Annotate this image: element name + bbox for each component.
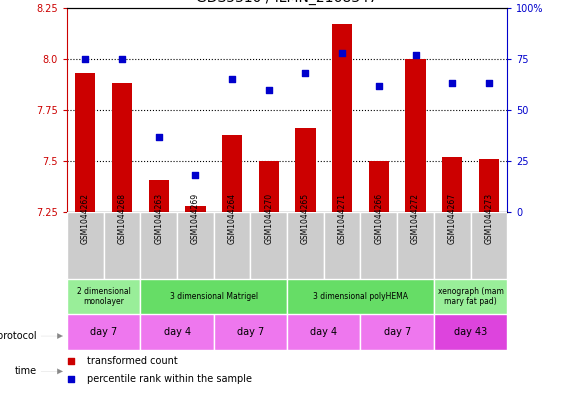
Text: GSM1044266: GSM1044266 — [374, 193, 384, 244]
Point — [338, 50, 347, 56]
Bar — [324, 212, 360, 279]
Text: percentile rank within the sample: percentile rank within the sample — [87, 374, 252, 384]
Bar — [177, 212, 214, 279]
Point — [448, 80, 457, 86]
Bar — [434, 212, 470, 279]
Point — [67, 376, 76, 382]
Bar — [287, 212, 324, 279]
Bar — [214, 314, 287, 350]
Bar — [149, 180, 169, 212]
Text: GSM1044267: GSM1044267 — [448, 193, 456, 244]
Title: GDS5310 / ILMN_2168347: GDS5310 / ILMN_2168347 — [196, 0, 378, 6]
Bar — [296, 129, 315, 212]
Bar — [434, 314, 507, 350]
Text: growth protocol: growth protocol — [0, 331, 37, 341]
Text: xenograph (mam
mary fat pad): xenograph (mam mary fat pad) — [438, 287, 504, 307]
Bar — [434, 279, 507, 314]
Text: GSM1044272: GSM1044272 — [411, 193, 420, 244]
Text: GSM1044263: GSM1044263 — [154, 193, 163, 244]
Text: 3 dimensional Matrigel: 3 dimensional Matrigel — [170, 292, 258, 301]
Point — [411, 52, 420, 58]
Text: time: time — [15, 366, 37, 376]
Bar — [104, 212, 141, 279]
Bar — [112, 83, 132, 212]
Text: GSM1044270: GSM1044270 — [264, 193, 273, 244]
Bar — [141, 212, 177, 279]
Bar — [251, 212, 287, 279]
Point — [67, 358, 76, 364]
Point — [227, 76, 237, 83]
Bar — [368, 161, 389, 212]
Text: GSM1044273: GSM1044273 — [484, 193, 493, 244]
Text: transformed count: transformed count — [87, 356, 178, 366]
Text: GSM1044262: GSM1044262 — [81, 193, 90, 244]
Bar — [259, 161, 279, 212]
Bar — [67, 279, 141, 314]
Bar — [470, 212, 507, 279]
Bar — [185, 206, 206, 212]
Bar — [141, 279, 287, 314]
Text: GSM1044265: GSM1044265 — [301, 193, 310, 244]
Bar — [141, 314, 214, 350]
Text: day 43: day 43 — [454, 327, 487, 337]
Text: GSM1044271: GSM1044271 — [338, 193, 347, 244]
Text: day 7: day 7 — [90, 327, 117, 337]
Text: day 4: day 4 — [310, 327, 338, 337]
Bar — [442, 157, 462, 212]
Point — [264, 86, 273, 93]
Point — [117, 56, 127, 62]
Text: 3 dimensional polyHEMA: 3 dimensional polyHEMA — [313, 292, 408, 301]
Bar — [214, 212, 251, 279]
Point — [374, 83, 384, 89]
Bar — [287, 314, 360, 350]
Text: GSM1044268: GSM1044268 — [118, 193, 127, 244]
Bar — [75, 73, 96, 212]
Bar — [360, 314, 434, 350]
Text: GSM1044269: GSM1044269 — [191, 193, 200, 244]
Bar — [479, 159, 499, 212]
Point — [301, 70, 310, 76]
Bar — [67, 314, 141, 350]
Point — [154, 134, 163, 140]
Bar — [332, 24, 352, 212]
Bar — [67, 212, 104, 279]
Text: day 4: day 4 — [163, 327, 191, 337]
Point — [191, 172, 200, 178]
Bar — [360, 212, 397, 279]
Text: day 7: day 7 — [384, 327, 411, 337]
Text: day 7: day 7 — [237, 327, 264, 337]
Bar — [397, 212, 434, 279]
Point — [80, 56, 90, 62]
Text: 2 dimensional
monolayer: 2 dimensional monolayer — [77, 287, 131, 307]
Text: GSM1044264: GSM1044264 — [227, 193, 237, 244]
Point — [484, 80, 494, 86]
Bar — [287, 279, 434, 314]
Bar — [405, 59, 426, 212]
Bar — [222, 134, 242, 212]
